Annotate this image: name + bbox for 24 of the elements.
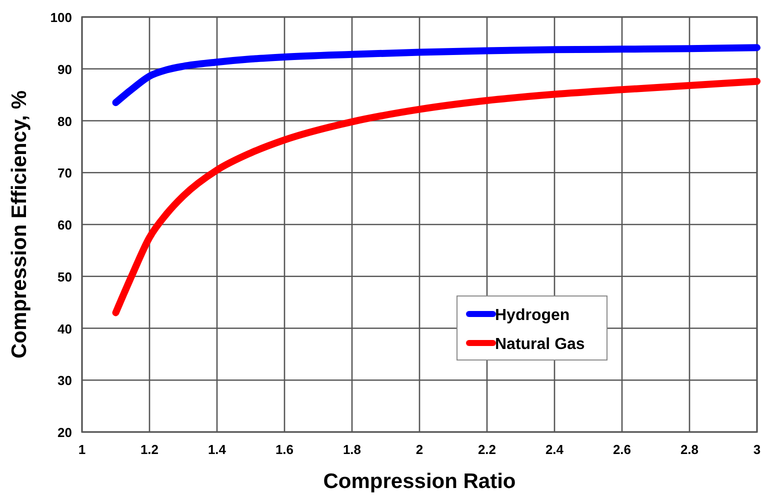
y-tick-label: 70 bbox=[58, 166, 72, 181]
x-tick-label: 2.8 bbox=[680, 442, 699, 457]
y-tick-label: 80 bbox=[58, 114, 72, 129]
x-tick-label: 2.6 bbox=[612, 442, 632, 457]
y-tick-label: 100 bbox=[50, 10, 72, 25]
x-tick-label: 1.2 bbox=[140, 442, 159, 457]
legend-label: Natural Gas bbox=[495, 336, 585, 353]
x-tick-label: 2 bbox=[416, 442, 424, 457]
x-tick-label: 3 bbox=[753, 442, 761, 457]
y-axis-title: Compression Efficiency, % bbox=[8, 90, 31, 359]
y-tick-label: 60 bbox=[58, 218, 72, 232]
x-tick-label: 1.8 bbox=[342, 442, 362, 457]
x-tick-label: 1 bbox=[78, 442, 86, 457]
y-tick-label: 50 bbox=[58, 269, 72, 284]
x-axis-title: Compression Ratio bbox=[323, 470, 516, 493]
x-tick-label: 2.2 bbox=[478, 442, 496, 457]
x-tick-label: 2.4 bbox=[545, 442, 564, 457]
x-tick-label: 1.4 bbox=[208, 442, 227, 457]
y-tick-label: 40 bbox=[58, 321, 72, 336]
y-tick-label: 20 bbox=[58, 425, 72, 440]
y-tick-label: 90 bbox=[58, 62, 72, 77]
y-tick-label: 30 bbox=[58, 373, 72, 388]
legend-label: Hydrogen bbox=[495, 307, 570, 324]
x-tick-label: 1.6 bbox=[275, 442, 294, 457]
